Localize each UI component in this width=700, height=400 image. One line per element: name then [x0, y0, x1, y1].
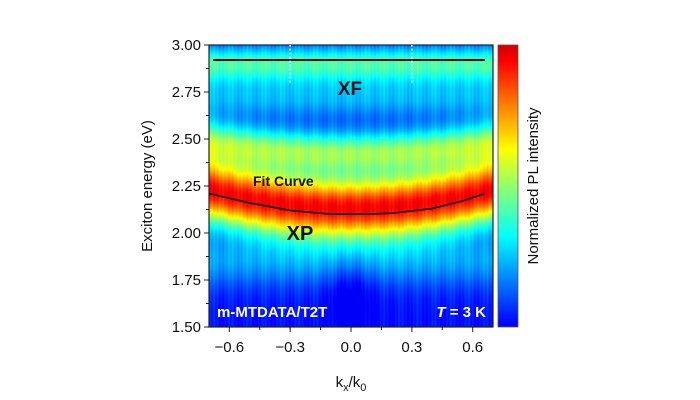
- y-tick-label: 2.00: [172, 225, 201, 242]
- colorbar-label: Normalized PL intensity: [525, 107, 542, 265]
- x-tick-label: 0.3: [401, 339, 422, 356]
- xp-label: XP: [287, 223, 314, 245]
- y-tick-label: 2.25: [172, 178, 201, 195]
- sample-label: m-MTDATA/T2T: [217, 304, 327, 321]
- x-label-k: k: [336, 374, 344, 391]
- y-tick-label: 2.50: [172, 131, 201, 148]
- y-tick-label: 3.00: [172, 37, 201, 54]
- y-tick-label: 1.75: [172, 272, 201, 289]
- temperature-value: = 3 K: [446, 304, 487, 321]
- temperature-symbol: T: [436, 304, 447, 321]
- fit-curve: [208, 192, 486, 215]
- x-tick-label: 0.0: [341, 339, 362, 356]
- temperature-label: T = 3 K: [436, 304, 486, 321]
- colorbar: [498, 45, 518, 327]
- pl-heatmap: [209, 45, 493, 327]
- y-tick-label: 2.75: [172, 84, 201, 101]
- x-axis-label: kx/k0: [336, 374, 367, 394]
- y-tick-label: 1.50: [172, 319, 201, 336]
- x-label-sub-0: 0: [360, 382, 366, 394]
- x-tick-label: 0.6: [462, 339, 483, 356]
- fit-curve-label: Fit Curve: [253, 173, 314, 189]
- x-label-k0: /k: [349, 374, 361, 391]
- x-label-sub-x: x: [343, 382, 349, 394]
- colorbar-frame: [497, 44, 519, 328]
- y-axis-label: Exciton energy (eV): [139, 120, 156, 252]
- x-tick-label: −0.3: [275, 339, 305, 356]
- xf-label: XF: [338, 79, 362, 100]
- x-tick-label: −0.6: [214, 339, 244, 356]
